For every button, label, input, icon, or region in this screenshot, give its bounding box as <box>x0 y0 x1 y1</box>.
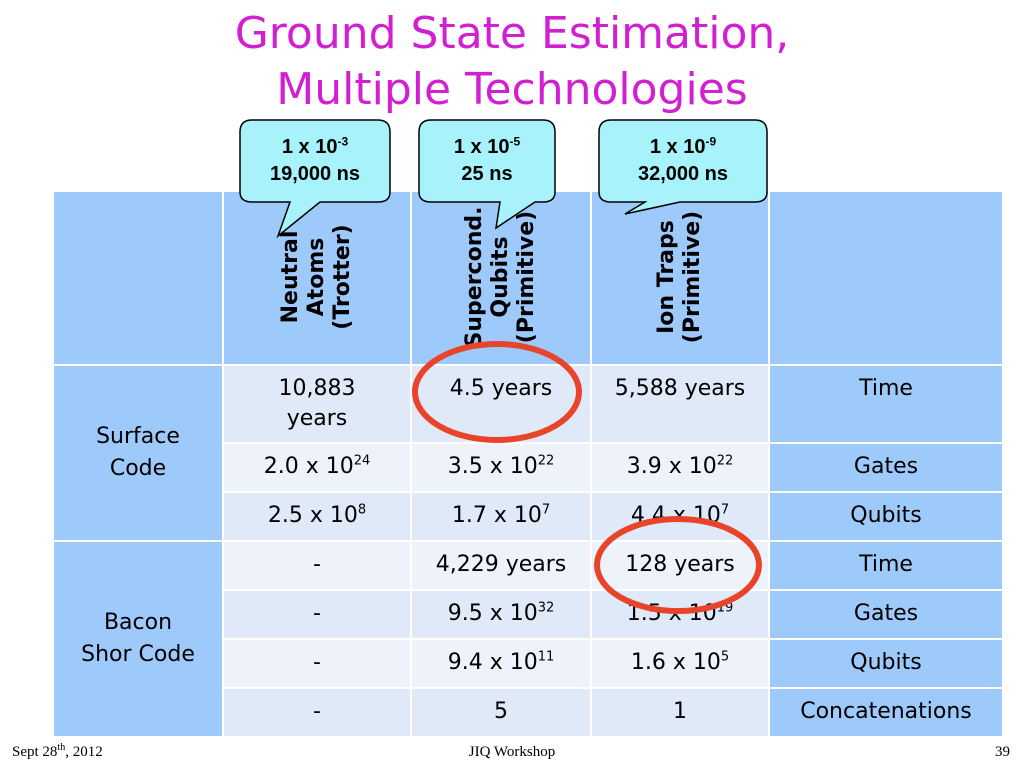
row-label-gates: Gates <box>768 589 1004 640</box>
group-bacon-line2: Shor Code <box>81 642 195 667</box>
table-row: 2.0 x 1024 3.5 x 1022 3.9 x 1022 Gates <box>53 442 1004 493</box>
cell-bs-gates-ion: 1.5 x 1019 <box>590 589 770 640</box>
slide-title: Ground State Estimation, Multiple Techno… <box>0 6 1024 118</box>
title-line-1: Ground State Estimation, <box>234 8 790 59</box>
callout-text-ion: 1 x 10-9 32,000 ns <box>599 134 767 188</box>
cell-bs-time-neutral: - <box>222 540 412 591</box>
group-surface-code: Surface Code <box>52 364 224 542</box>
callout-value: 1 x 10 <box>649 136 706 158</box>
group-surface-line2: Code <box>109 456 167 481</box>
table-row: Surface Code 10,883 years 4.5 years 5,58… <box>52 364 1004 542</box>
row-label-time: Time <box>768 364 1004 444</box>
column-header-ion-traps: Ion Traps (Primitive) <box>590 190 770 366</box>
group-bacon-shor-code: Bacon Shor Code <box>52 540 224 738</box>
callout-time: 25 ns <box>461 163 513 185</box>
callout-exponent: -5 <box>509 134 521 149</box>
row-label-qubits: Qubits <box>768 491 1004 542</box>
callout-text-neutral: 1 x 10-3 19,000 ns <box>240 134 390 188</box>
cell-bs-qubits-ion: 1.6 x 105 <box>590 638 770 689</box>
cell-sc-time-supercond: 4.5 years <box>410 364 592 444</box>
cell-bs-qubits-supercond: 9.4 x 1011 <box>410 638 592 689</box>
row-label-concatenations: Concatenations <box>768 687 1004 738</box>
header-corner-cell <box>52 190 224 366</box>
col2-line3: (Primitive) <box>514 210 539 344</box>
column-header-supercond-qubits: Supercond. Qubits (Primitive) <box>410 190 592 366</box>
cell-text-line: years <box>286 406 348 431</box>
col3-line2: (Primitive) <box>680 210 705 344</box>
col2-line2: Qubits <box>488 236 513 318</box>
cell-bs-concat-ion: 1 <box>590 687 770 738</box>
cell-bs-time-ion: 128 years <box>590 540 770 591</box>
col3-line1: Ion Traps <box>654 220 679 334</box>
cell-sc-time-neutral: 10,883 years <box>222 364 412 444</box>
callout-value: 1 x 10 <box>281 136 338 158</box>
table-row: - 5 1 Concatenations <box>53 687 1004 738</box>
cell-sc-qubits-ion: 4.4 x 107 <box>590 491 770 542</box>
cell-sc-qubits-supercond: 1.7 x 107 <box>410 491 592 542</box>
cell-bs-gates-neutral: - <box>222 589 412 640</box>
header-row: Neutral Atoms (Trotter) Supercond. Qubit… <box>52 190 1004 366</box>
cell-text-line: 10,883 <box>278 376 356 401</box>
row-label-qubits: Qubits <box>768 638 1004 689</box>
row-label-gates: Gates <box>768 442 1004 493</box>
callout-exponent: -3 <box>337 134 349 149</box>
callout-text-supercond: 1 x 10-5 25 ns <box>419 134 555 188</box>
callout-time: 19,000 ns <box>269 163 361 185</box>
footer-event: JIQ Workshop <box>468 744 556 760</box>
cell-sc-gates-neutral: 2.0 x 1024 <box>222 442 412 493</box>
callout-value: 1 x 10 <box>453 136 510 158</box>
col1-line3: (Trotter) <box>330 224 355 330</box>
header-label-cell <box>768 190 1004 366</box>
title-line-2: Multiple Technologies <box>276 64 748 115</box>
cell-bs-qubits-neutral: - <box>222 638 412 689</box>
col1-line1: Neutral <box>278 230 303 324</box>
col2-line1: Supercond. <box>462 206 487 348</box>
row-label-time: Time <box>768 540 1004 591</box>
footer-date: Sept 28th, 2012 <box>12 742 103 761</box>
cell-sc-gates-supercond: 3.5 x 1022 <box>410 442 592 493</box>
table-row: Bacon Shor Code - 4,229 years 128 years … <box>52 540 1004 738</box>
group-surface-line1: Surface <box>96 424 180 449</box>
col1-line2: Atoms <box>304 237 329 317</box>
cell-bs-concat-supercond: 5 <box>410 687 592 738</box>
table-row: - 9.4 x 1011 1.6 x 105 Qubits <box>53 638 1004 689</box>
group-bacon-line1: Bacon <box>103 610 173 635</box>
column-header-neutral-atoms: Neutral Atoms (Trotter) <box>222 190 412 366</box>
callout-exponent: -9 <box>705 134 717 149</box>
cell-sc-qubits-neutral: 2.5 x 108 <box>222 491 412 542</box>
callout-time: 32,000 ns <box>637 163 729 185</box>
cell-bs-time-supercond: 4,229 years <box>410 540 592 591</box>
results-table: Neutral Atoms (Trotter) Supercond. Qubit… <box>52 190 1004 738</box>
cell-bs-gates-supercond: 9.5 x 1032 <box>410 589 592 640</box>
cell-bs-concat-neutral: - <box>222 687 412 738</box>
footer-page-number: 39 <box>995 744 1010 760</box>
cell-sc-time-ion: 5,588 years <box>590 364 770 444</box>
cell-sc-gates-ion: 3.9 x 1022 <box>590 442 770 493</box>
